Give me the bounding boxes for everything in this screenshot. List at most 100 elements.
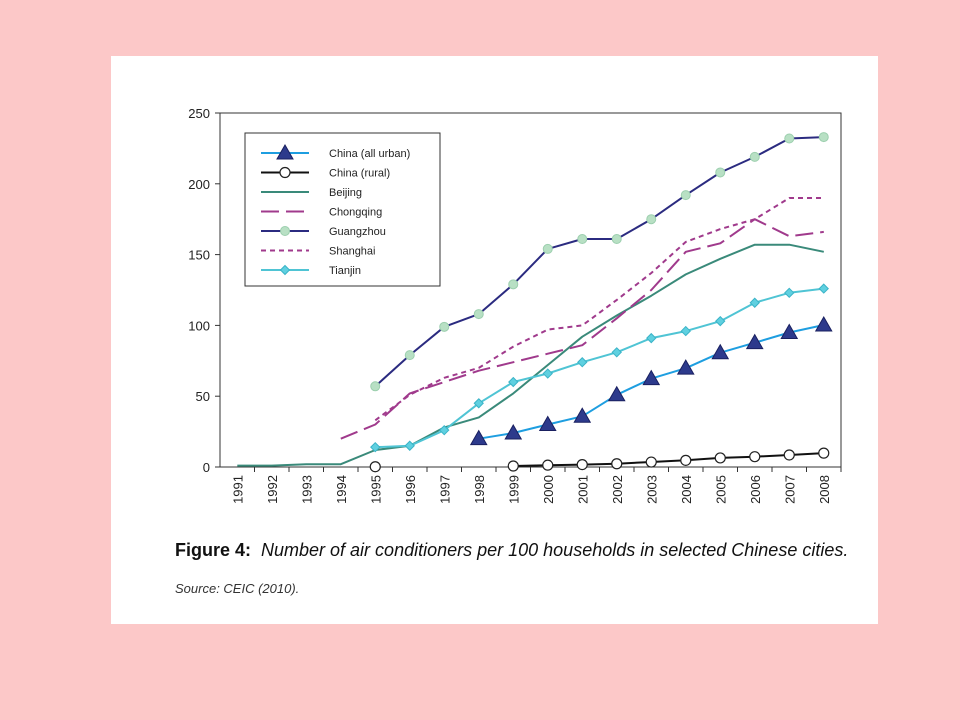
data-point-china-all-urban: [469, 429, 488, 446]
series-guangzhou: [370, 132, 829, 392]
legend-label-china-all-urban: China (all urban): [329, 148, 410, 160]
x-tick-label: 1993: [299, 475, 314, 504]
chart-legend: China (all urban) China (rural) Beijing Cho…: [244, 132, 441, 287]
series-china-all-urban: [469, 315, 833, 446]
x-tick-label: 2004: [679, 475, 694, 504]
legend-marker-china-all-urban: [276, 143, 294, 160]
x-tick-label: 1999: [506, 475, 521, 504]
x-tick-label: 2008: [817, 475, 832, 504]
x-tick-label: 2002: [610, 475, 625, 504]
figure-source: Source: CEIC (2010).: [175, 581, 300, 596]
legend-marker-tianjin: [279, 264, 291, 276]
data-point-guangzhou: [784, 133, 795, 144]
legend-marker-china-rural: [279, 166, 291, 179]
data-point-china-all-urban: [745, 333, 764, 350]
data-point-china-rural: [645, 456, 657, 468]
chart-axes: 0 50 100 150 200 250 1991 1992 1993 1994 1995 1996 1…: [188, 106, 842, 504]
data-point-tianjin: [370, 441, 381, 453]
x-tick-label: 1995: [368, 475, 383, 504]
data-point-guangzhou: [749, 151, 760, 162]
x-tick-label: 2003: [644, 475, 659, 504]
data-point-guangzhou: [818, 132, 829, 143]
data-point-china-rural: [611, 458, 623, 470]
x-tick-label: 2007: [782, 475, 797, 504]
series-chongqing: [340, 218, 824, 440]
data-point-china-all-urban: [780, 323, 799, 339]
x-tick-label: 2001: [575, 475, 590, 504]
data-point-guangzhou: [680, 190, 691, 201]
data-point-tianjin: [473, 398, 484, 409]
data-point-tianjin: [646, 332, 657, 344]
data-point-china-rural: [714, 452, 726, 464]
y-tick-label: 0: [203, 460, 210, 475]
data-point-tianjin: [784, 287, 795, 299]
x-tick-label: 1994: [334, 475, 349, 504]
data-point-tianjin: [611, 347, 622, 358]
legend-label-chongqing: Chongqing: [329, 207, 382, 219]
data-point-china-all-urban: [711, 343, 730, 360]
series-line-shanghai: [374, 197, 824, 422]
data-point-guangzhou: [473, 309, 484, 320]
data-point-china-all-urban: [676, 359, 695, 375]
data-point-china-rural: [369, 461, 381, 473]
data-point-china-all-urban: [504, 424, 523, 440]
data-point-guangzhou: [542, 243, 553, 254]
data-point-china-all-urban: [607, 385, 626, 402]
data-point-guangzhou: [370, 381, 381, 392]
data-point-tianjin: [404, 440, 415, 451]
line-chart: 0 50 100 150 200 250 1991 1992 1993 1994 1995 1996 1…: [188, 106, 842, 504]
figure-caption-label: Figure 4:: [175, 540, 252, 560]
figure-panel: 0 50 100 150 200 250 1991 1992 1993 1994 1995 1996 1…: [111, 56, 878, 624]
x-tick-label: 2000: [541, 475, 556, 504]
data-point-guangzhou: [404, 350, 415, 361]
series-line-china-rural: [513, 452, 824, 467]
x-tick-label: 2005: [713, 475, 728, 504]
legend-label-china-rural: China (rural): [329, 168, 390, 180]
series-line-chongqing: [340, 218, 824, 440]
data-point-china-rural: [749, 451, 761, 463]
data-point-tianjin: [680, 325, 691, 337]
data-point-china-rural: [576, 458, 588, 471]
series-line-beijing: [237, 243, 825, 467]
legend-label-guangzhou: Guangzhou: [329, 226, 386, 238]
figure-caption: Figure 4: Number of air conditioners per …: [175, 540, 848, 561]
series-line-tianjin: [375, 287, 824, 449]
series-layer: [237, 132, 833, 473]
data-point-tianjin: [715, 315, 726, 327]
data-point-china-rural: [542, 459, 554, 471]
series-line-guangzhou: [374, 136, 824, 388]
data-point-tianjin: [439, 424, 450, 436]
y-tick-label: 100: [188, 318, 210, 333]
x-tick-label: 2006: [748, 475, 763, 504]
series-shanghai: [374, 197, 824, 422]
x-tick-label: 1998: [472, 475, 487, 504]
data-point-tianjin: [577, 357, 588, 368]
data-point-guangzhou: [439, 321, 450, 332]
data-point-china-all-urban: [538, 415, 557, 432]
legend-label-beijing: Beijing: [329, 187, 362, 199]
x-tick-label: 1996: [403, 475, 418, 504]
y-tick-label: 50: [196, 389, 210, 404]
x-tick-label: 1991: [230, 475, 245, 504]
y-tick-label: 250: [188, 106, 210, 121]
data-point-china-rural: [818, 447, 830, 459]
legend-marker-guangzhou: [280, 226, 290, 236]
y-tick-label: 200: [188, 177, 210, 192]
data-point-guangzhou: [646, 214, 657, 225]
data-point-guangzhou: [577, 234, 588, 245]
data-point-tianjin: [542, 368, 553, 379]
data-point-guangzhou: [611, 234, 622, 245]
data-point-china-rural: [507, 460, 519, 472]
data-point-guangzhou: [508, 279, 519, 290]
data-point-guangzhou: [715, 167, 726, 178]
data-point-china-rural: [783, 449, 795, 461]
data-point-tianjin: [749, 297, 760, 308]
data-point-tianjin: [818, 283, 829, 294]
figure-caption-text: Number of air conditioners per 100 house…: [261, 540, 849, 560]
x-tick-label: 1997: [437, 475, 452, 504]
series-beijing: [237, 243, 825, 467]
legend-label-tianjin: Tianjin: [329, 265, 361, 277]
y-tick-label: 150: [188, 248, 210, 263]
x-tick-label: 1992: [265, 475, 280, 504]
data-point-china-all-urban: [814, 315, 833, 332]
